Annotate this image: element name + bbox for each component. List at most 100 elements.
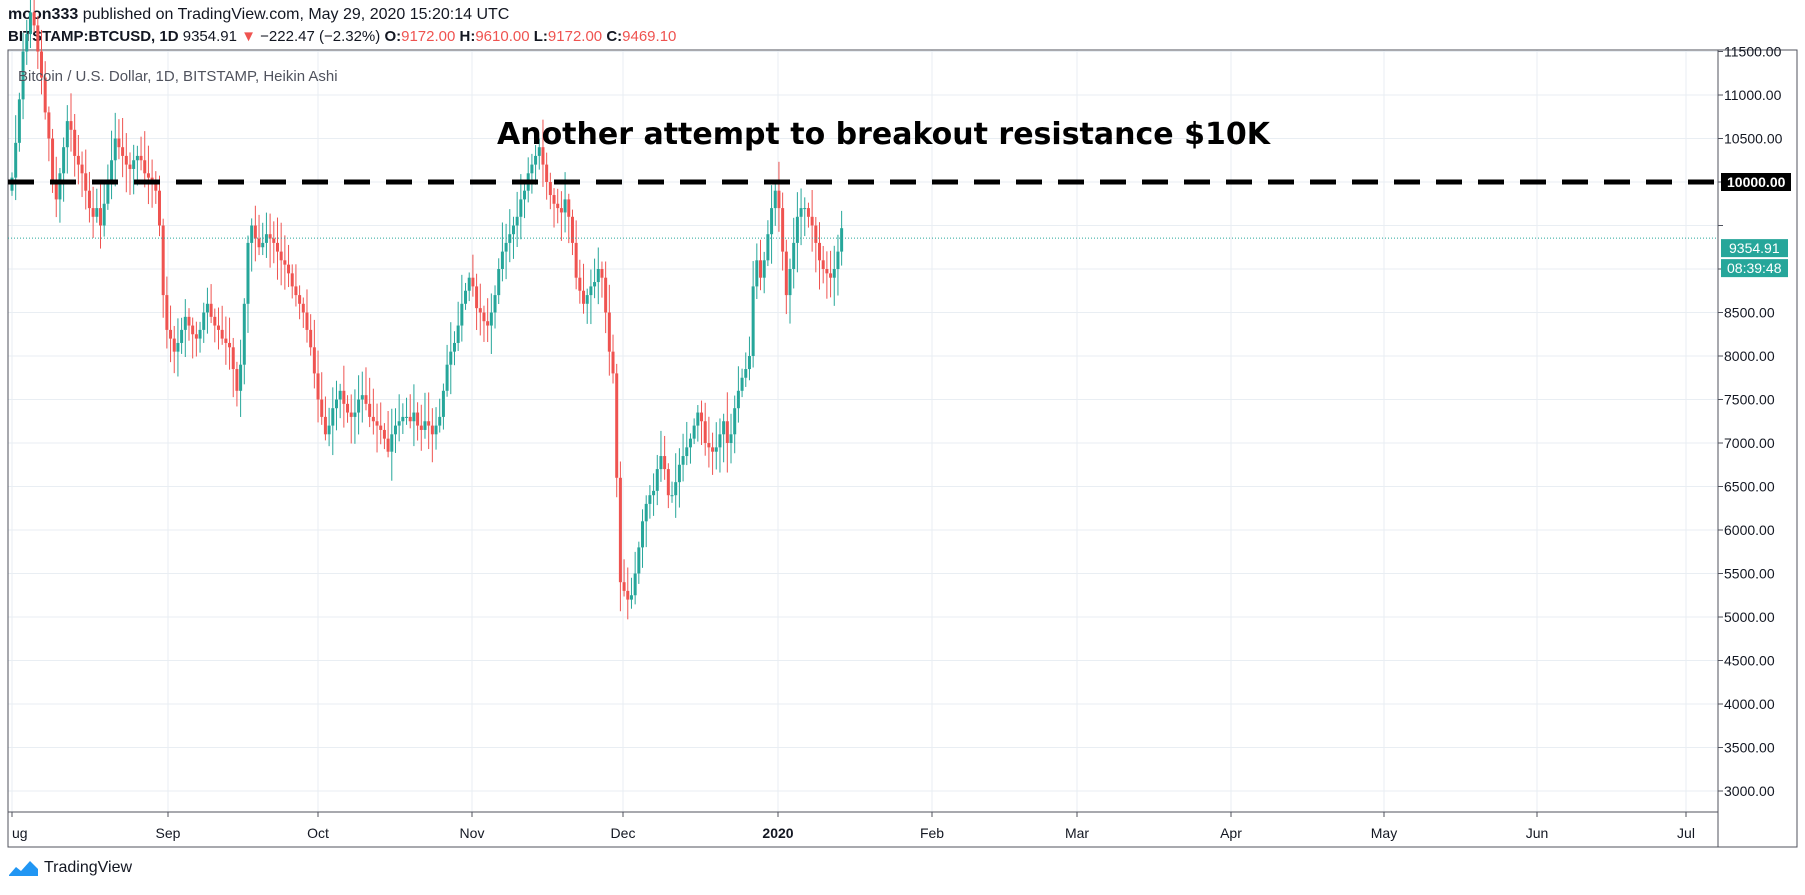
candle-body [393,425,397,435]
candle-body [235,369,239,391]
candle-body [740,377,744,391]
low-value: 9172.00 [547,28,603,45]
candle-body [703,421,707,443]
candle-body [692,425,696,439]
candle-body [91,208,95,217]
candle-body [250,225,254,243]
candle-body [559,208,563,213]
candle-body [438,416,442,426]
candle-body [725,421,729,443]
candle-body [530,164,534,174]
annotation-text[interactable]: Another attempt to breakout resistance $… [497,117,1272,152]
candle-body [228,342,232,348]
candle-body [320,399,324,417]
candle-body [556,203,560,209]
candle-body [729,434,733,443]
candle-body [537,147,541,156]
y-tick-label: 4500.00 [1724,653,1775,669]
candle-body [482,312,486,322]
candle-body [773,190,777,209]
candle-body [76,155,80,165]
candle-body [375,421,379,426]
candle-body [460,303,464,326]
candle-body [700,412,704,422]
price-label-box [1721,239,1788,258]
candle-body [497,269,501,296]
candle-body [231,347,235,370]
candle-body [390,434,394,452]
y-tick-label: 6000.00 [1724,522,1775,538]
candle-body [467,277,471,291]
candle-body [191,325,195,335]
candle-body [641,521,645,548]
candle-body [722,421,726,435]
close-key: C: [606,28,623,45]
candle-body [128,164,132,169]
candle-body [714,447,718,452]
candle-body [371,416,375,422]
candle-body [364,395,368,404]
candle-body [755,260,759,287]
x-tick-label: Mar [1065,825,1089,841]
tradingview-brand[interactable]: TradingView [8,858,132,878]
candle-body [696,412,700,426]
candle-body [552,195,556,204]
candle-body [51,138,55,182]
candle-body [534,155,538,165]
candle-body [563,199,567,213]
candle-body [165,295,169,330]
candle-body [759,260,763,278]
candle-body [180,329,184,343]
candle-body [788,269,792,296]
candle-body [275,242,279,252]
candle-body [135,155,139,161]
candle-body [279,251,283,261]
candle-body [615,373,619,478]
candle-body [95,208,99,217]
candle-body [582,290,586,304]
candle-body [747,356,751,370]
candle-body [379,425,383,430]
x-tick-label: Dec [611,825,636,841]
y-tick-label: 3000.00 [1724,783,1775,799]
publisher-name[interactable]: moon333 [8,6,79,23]
candle-body [205,303,209,313]
candle-body [637,547,641,574]
tradingview-logo-icon [9,861,38,876]
candle-body [523,190,527,200]
candle-body [84,173,88,191]
candle-body [626,590,630,600]
candle-body [711,447,715,452]
y-tick-label: 5500.00 [1724,566,1775,582]
candle-body [353,412,357,417]
candle-body [106,182,110,204]
candle-body [117,138,121,148]
candle-body [316,373,320,400]
y-tick-label: 10500.00 [1724,131,1783,147]
chart-legend-title: Bitcoin / U.S. Dollar, 1D, BITSTAMP, Hei… [18,68,338,85]
candle-body [176,342,180,352]
candle-body [718,434,722,448]
candle-body [736,390,740,409]
candle-body [102,203,106,226]
candle-body [268,234,272,239]
candle-body [224,338,228,343]
candle-body [21,51,25,100]
candle-body [766,234,770,261]
candle-body [154,182,158,191]
candle-body [239,364,243,391]
candle-body [401,416,405,422]
candle-body [674,482,678,496]
countdown-label-box [1721,259,1788,278]
candle-body [382,429,386,439]
candle-body [589,286,593,296]
x-tick-label: May [1371,825,1397,841]
candle-body [253,225,257,239]
candle-body [14,142,18,178]
candle-body [294,286,298,296]
candle-body [312,347,316,374]
tradingview-brand-text: TradingView [44,859,133,876]
candle-body [143,160,147,174]
candle-body [633,573,637,596]
